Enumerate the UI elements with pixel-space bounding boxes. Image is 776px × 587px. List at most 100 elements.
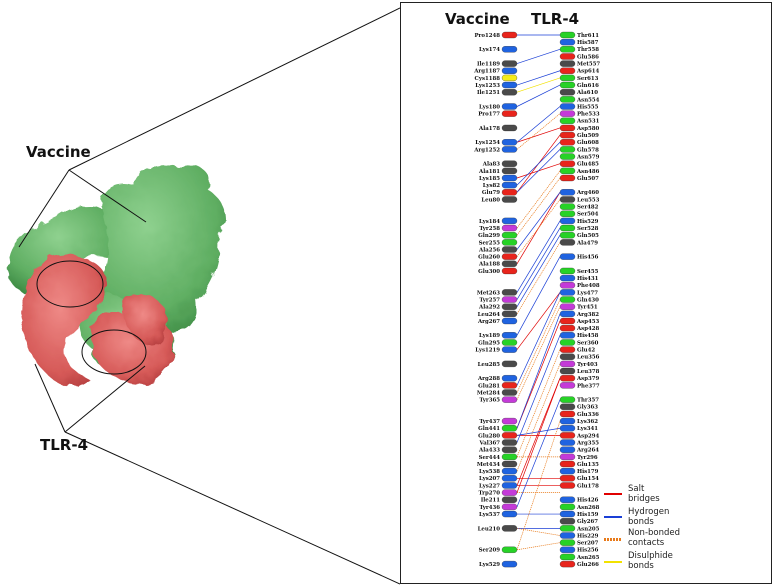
vaccine-residue-marker (501, 296, 518, 303)
vaccine-residue-label: Pro1248 (475, 33, 501, 39)
tlr4-interface-circle (81, 329, 147, 375)
vaccine-residue: Ile1189 (477, 60, 518, 68)
tlr4-residue-label: Glu608 (577, 140, 599, 146)
tlr4-residue-marker (559, 518, 576, 525)
tlr4-residue-label: Tyr296 (577, 455, 598, 461)
tlr4-residue: Arg460 (559, 189, 599, 196)
tlr4-residue: His555 (559, 103, 599, 110)
tlr4-residue-marker (559, 446, 576, 453)
legend-hbond-swatch (604, 516, 622, 518)
vaccine-residue: Ala181 (478, 167, 518, 175)
tlr4-residue: Glu336 (559, 410, 599, 418)
tlr4-residue-marker (559, 289, 576, 296)
vaccine-residue-label: Ile1189 (477, 62, 500, 68)
vaccine-residue: Arg288 (477, 375, 518, 382)
zoom-line (64, 431, 400, 585)
vaccine-residue-marker (501, 167, 518, 175)
tlr4-residue: Gln430 (559, 296, 599, 303)
vaccine-interface-circle (36, 260, 104, 308)
tlr4-residue: Asp294 (559, 432, 599, 439)
vaccine-residue-marker (501, 346, 518, 353)
tlr4-residue-marker (559, 53, 576, 60)
vaccine-residue-label: Met263 (477, 290, 500, 296)
vaccine-residue: Lys538 (479, 467, 518, 475)
tlr4-residue-label: Tyr451 (577, 305, 598, 311)
vaccine-residue-label: Leu80 (481, 197, 500, 203)
vaccine-residue-marker (501, 332, 518, 339)
vaccine-residue: Lys184 (479, 217, 518, 225)
tlr4-residue-label: His159 (577, 512, 599, 518)
tlr4-residue-marker (559, 510, 576, 518)
vaccine-residue: Met284 (477, 389, 518, 396)
tlr4-residue-marker (559, 160, 576, 167)
vaccine-residue-marker (501, 110, 518, 117)
tlr4-residue: Thr611 (559, 31, 599, 39)
vaccine-residue-marker (501, 189, 518, 196)
vaccine-residue-marker (501, 289, 518, 296)
tlr4-residue: His529 (559, 217, 599, 225)
tlr4-residue-marker (559, 382, 576, 389)
tlr4-residue-marker (559, 539, 576, 546)
tlr4-residue-label: Glu507 (577, 176, 599, 182)
hydrogen-bond-line (516, 427, 561, 436)
vaccine-residue-marker (501, 267, 518, 275)
tlr4-residue: Arg382 (559, 310, 599, 318)
tlr4-residue: Leu356 (559, 353, 600, 361)
vaccine-residue-marker (501, 510, 518, 518)
vaccine-residue-marker (501, 224, 518, 232)
tlr4-residue-label: His426 (577, 498, 599, 504)
hydrogen-bond-line (516, 292, 561, 386)
vaccine-residue-label: Met434 (477, 462, 500, 468)
tlr4-residue-marker (559, 196, 576, 203)
tlr4-residue: His456 (559, 253, 599, 261)
vaccine-residue-label: Tyr436 (479, 505, 500, 511)
tlr4-residue: Leu378 (559, 367, 600, 375)
vaccine-residue-marker (501, 217, 518, 225)
tlr4-residue: Met557 (559, 60, 600, 68)
vaccine-residue-marker (501, 196, 518, 203)
vaccine-residue: Arg267 (477, 317, 518, 325)
tlr4-residue-marker (559, 31, 576, 39)
vaccine-residue-label: Ile1251 (477, 90, 500, 96)
tlr4-residue-marker (559, 210, 576, 217)
tlr4-residue-label: Lys477 (577, 290, 598, 296)
non-bonded-line (516, 542, 561, 551)
vaccine-residue-label: Ser444 (479, 455, 501, 461)
vaccine-surface (21, 254, 175, 387)
vaccine-residue-label: Glu260 (478, 255, 500, 261)
tlr4-residue-label: Ala479 (576, 240, 598, 246)
tlr4-residue-marker (559, 467, 576, 475)
vaccine-residue-marker (501, 60, 518, 67)
vaccine-residue-marker (501, 482, 518, 489)
vaccine-residue-label: Lys227 (479, 483, 500, 489)
tlr4-residue: Arg264 (559, 446, 599, 454)
tlr4-residue-marker (559, 346, 576, 353)
salt-bridge-line (516, 192, 561, 264)
tlr4-residue-label: Arg355 (576, 440, 599, 446)
tlr4-residue-marker (559, 224, 576, 232)
tlr4-residue: Lys477 (559, 289, 598, 296)
tlr4-residue-marker (559, 496, 576, 503)
vaccine-residue-marker (501, 74, 518, 82)
tlr4-residue-marker (559, 403, 576, 410)
tlr4-residue-marker (559, 282, 576, 289)
non-bonded-line (516, 349, 561, 457)
vaccine-residue: Glu260 (478, 253, 518, 261)
non-bonded-line (516, 420, 561, 550)
non-bonded-line (516, 363, 561, 472)
vaccine-residue-label: Trp270 (479, 491, 501, 497)
tlr4-residue: Gln578 (559, 146, 599, 153)
legend-disulphide-label: Disulphide bonds (628, 551, 673, 571)
tlr4-residue: Glu586 (559, 53, 599, 60)
tlr4-residue: Asn268 (559, 503, 600, 511)
tlr4-residue: Glu42 (559, 346, 595, 354)
vaccine-column-header: Vaccine (445, 10, 510, 28)
vaccine-residue-label: Ala256 (478, 247, 500, 253)
vaccine-residue-label: Leu210 (478, 526, 501, 532)
vaccine-residue-marker (501, 46, 518, 53)
vaccine-residue: Met434 (477, 460, 518, 468)
vaccine-residue: Glu79 (482, 189, 518, 196)
non-bonded-line (516, 528, 561, 536)
tlr4-residue-marker (559, 146, 576, 153)
